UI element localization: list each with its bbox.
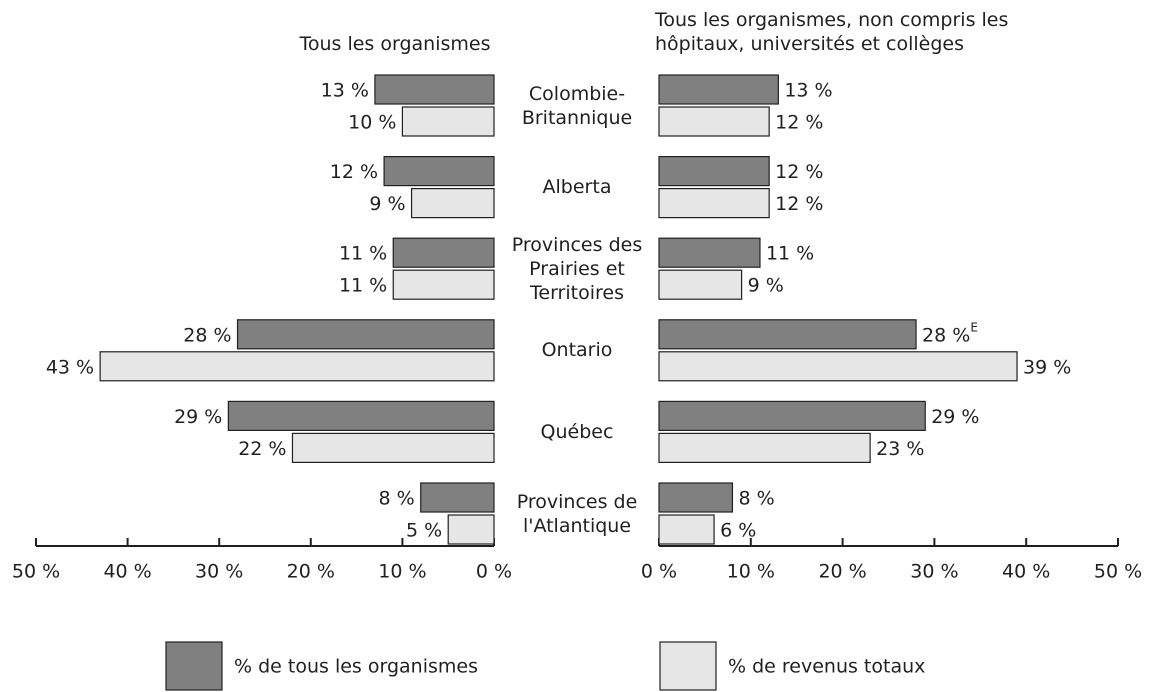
bar [392, 269, 495, 300]
category-label: Ontario [541, 339, 613, 362]
value-label: 22 % [238, 437, 286, 459]
value-label-text: 8 % [738, 487, 774, 509]
value-label: 28 % [183, 324, 231, 346]
bar [658, 400, 926, 431]
bar [227, 400, 495, 431]
panel-title: Tous les organismes, non compris les hôp… [655, 9, 1009, 55]
x-tick-label: 0 % [641, 561, 677, 583]
value-label: 6 % [720, 519, 756, 541]
value-label-text: 13 % [321, 79, 369, 101]
category-label: Provinces des Prairies et Territoires [511, 233, 643, 304]
value-label: 10 % [348, 111, 396, 133]
x-tick-label: 0 % [476, 561, 512, 583]
value-label: 12 % [775, 111, 823, 133]
value-label-text: 6 % [720, 519, 756, 541]
value-label-text: 9 % [369, 193, 405, 215]
legend-swatch [165, 641, 223, 691]
category-label: Provinces de l'Atlantique [516, 490, 638, 537]
value-label: 12 % [775, 193, 823, 215]
x-tick-label: 10 % [378, 561, 426, 583]
value-label: 11 % [339, 242, 387, 264]
x-tick-label: 30 % [195, 561, 243, 583]
x-tick-label: 20 % [287, 561, 335, 583]
value-label: 39 % [1023, 356, 1071, 378]
bar [658, 188, 770, 219]
value-label: 9 % [748, 274, 784, 296]
bar [658, 269, 743, 300]
value-label-text: 39 % [1023, 356, 1071, 378]
value-label: 11 % [766, 242, 814, 264]
value-label-text: 9 % [748, 274, 784, 296]
value-label-text: 12 % [775, 161, 823, 183]
bar [658, 74, 779, 105]
bar [658, 432, 871, 463]
value-label-text: 22 % [238, 437, 286, 459]
panel-title: Tous les organismes [299, 33, 491, 55]
value-label-text: 29 % [174, 405, 222, 427]
x-tick-label: 30 % [910, 561, 958, 583]
value-label-superscript: E [970, 320, 978, 334]
x-tick-label: 50 % [12, 561, 60, 583]
value-label: 13 % [784, 79, 832, 101]
value-label: 11 % [339, 274, 387, 296]
value-label-text: 11 % [339, 242, 387, 264]
value-label-text: 5 % [406, 519, 442, 541]
bar [658, 237, 761, 268]
legend-swatch [659, 641, 717, 691]
value-label: 12 % [775, 161, 823, 183]
value-label-text: 43 % [46, 356, 94, 378]
x-tick-label: 40 % [103, 561, 151, 583]
x-tick-label: 50 % [1094, 561, 1142, 583]
bar [658, 514, 715, 545]
value-label: 13 % [321, 79, 369, 101]
value-label: 9 % [369, 193, 405, 215]
category-label: Alberta [542, 176, 612, 199]
value-label-text: 23 % [876, 437, 924, 459]
x-tick-label: 20 % [818, 561, 866, 583]
value-label-text: 12 % [330, 161, 378, 183]
bar [291, 432, 495, 463]
value-label: 28 %E [922, 320, 978, 346]
bar [236, 319, 495, 350]
bar [658, 319, 917, 350]
category-label: Colombie-Britannique [521, 82, 633, 129]
bar [420, 482, 495, 513]
value-label-text: 28 % [922, 324, 970, 346]
legend-label: % de tous les organismes [234, 656, 478, 678]
category-label: Québec [540, 420, 614, 443]
bar [447, 514, 495, 545]
value-label: 43 % [46, 356, 94, 378]
x-tick-label: 10 % [727, 561, 775, 583]
bar [374, 74, 495, 105]
value-label: 23 % [876, 437, 924, 459]
value-label: 12 % [330, 161, 378, 183]
value-label-text: 10 % [348, 111, 396, 133]
bar [410, 188, 495, 219]
bar [99, 351, 495, 382]
value-label: 29 % [174, 405, 222, 427]
bar [658, 351, 1018, 382]
bar [658, 482, 734, 513]
value-label-text: 28 % [183, 324, 231, 346]
value-label-text: 13 % [784, 79, 832, 101]
value-label: 5 % [406, 519, 442, 541]
value-label: 8 % [738, 487, 774, 509]
x-tick-label: 40 % [1002, 561, 1050, 583]
value-label: 29 % [931, 405, 979, 427]
value-label-text: 11 % [339, 274, 387, 296]
bar [392, 237, 495, 268]
legend-label: % de revenus totaux [728, 656, 925, 678]
bar [383, 156, 495, 187]
value-label-text: 12 % [775, 193, 823, 215]
bar [658, 106, 770, 137]
value-label-text: 8 % [379, 487, 415, 509]
bar [401, 106, 495, 137]
value-label: 8 % [379, 487, 415, 509]
bar [658, 156, 770, 187]
value-label-text: 12 % [775, 111, 823, 133]
value-label-text: 29 % [931, 405, 979, 427]
value-label-text: 11 % [766, 242, 814, 264]
